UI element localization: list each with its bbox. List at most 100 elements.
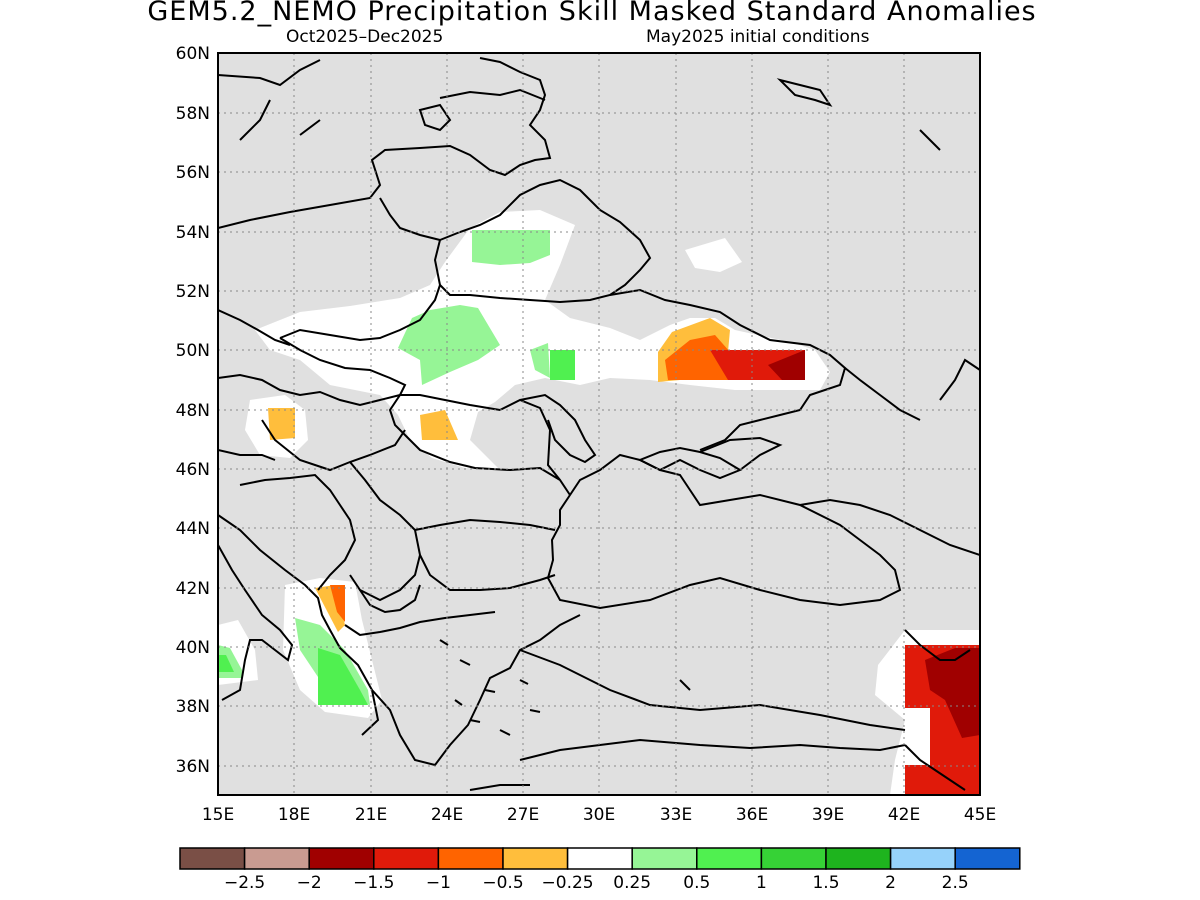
sea-of-azov (699, 436, 783, 471)
colorbar-swatch (566, 847, 633, 870)
anomaly-layer (218, 210, 980, 795)
lat-tick: 58N (176, 104, 210, 124)
border-slovakia-hungary (218, 337, 407, 407)
colorbar-swatch (243, 847, 310, 870)
lat-tick: 54N (176, 223, 210, 243)
sweden-coast (218, 59, 321, 141)
border-austria-slovenia (218, 449, 276, 461)
onega-ladoga-lakes (418, 78, 941, 151)
lat-axis: 60N 58N 56N 54N 52N 50N 48N 46N 44N 42N … (176, 44, 210, 777)
colorbar-label: 1 (756, 873, 767, 893)
colorbar-swatch (696, 847, 763, 870)
colorbar-label: 0.25 (613, 873, 651, 893)
border-north-macedonia (359, 584, 421, 614)
colorbar: −2.5 −2 −1.5 −1 −0.5 −0.25 0.25 0.5 1 1.5 2 2.5 (179, 847, 1021, 893)
colorbar-swatch (954, 847, 1021, 870)
turkey-south-coast (519, 738, 906, 761)
colorbar-swatch (760, 847, 827, 870)
aegean-islands (439, 639, 691, 736)
border-hungary-south (261, 419, 406, 472)
colorbar-swatch (825, 847, 892, 870)
lat-tick: 48N (176, 401, 210, 421)
colorbar-label: 1.5 (812, 873, 839, 893)
colorbar-label: 2 (885, 873, 896, 893)
lat-tick: 60N (176, 44, 210, 64)
black-sea-coast (546, 453, 902, 610)
border-bulgaria (414, 518, 556, 591)
lon-tick: 39E (812, 805, 844, 825)
colorbar-label: −1 (426, 873, 451, 893)
lat-tick: 38N (176, 697, 210, 717)
map-title: GEM5.2_NEMO Precipitation Skill Masked S… (147, 0, 1037, 27)
wet-anomaly-ukraine-small (530, 343, 550, 378)
lon-tick: 42E (888, 805, 920, 825)
caspian-coast (939, 358, 980, 401)
lon-tick: 33E (660, 805, 692, 825)
colorbar-label: −0.25 (542, 873, 594, 893)
lat-tick: 36N (176, 757, 210, 777)
initial-conditions: May2025 initial conditions (646, 27, 870, 47)
aegean-coast (371, 614, 906, 767)
border-poland-germany (218, 309, 291, 346)
wet-anomaly-belarus (472, 230, 550, 265)
graticule (218, 53, 980, 795)
border-caucasus (799, 498, 980, 556)
colorbar-swatch (502, 847, 569, 870)
border-croatia-bosnia (239, 473, 357, 591)
crete (469, 784, 530, 791)
boundaries (218, 57, 980, 791)
border-moldova (519, 393, 597, 464)
wet-anomaly-ukraine-west (398, 305, 500, 385)
lon-tick: 27E (507, 805, 539, 825)
lon-tick: 18E (278, 805, 310, 825)
dry-anomaly-east-turkey-dark (925, 648, 980, 738)
lon-tick: 36E (736, 805, 768, 825)
lat-tick: 52N (176, 282, 210, 302)
colorbar-swatch (179, 847, 246, 870)
colorbar-label: −2 (297, 873, 322, 893)
skill-region-central (255, 210, 830, 470)
dry-anomaly-hungary (268, 408, 295, 440)
colorbar-label: 0.5 (683, 873, 710, 893)
lon-tick: 30E (583, 805, 615, 825)
colorbar-swatch (631, 847, 698, 870)
lat-tick: 42N (176, 579, 210, 599)
lat-tick: 44N (176, 519, 210, 539)
colorbar-swatch (308, 847, 375, 870)
colorbar-swatch (889, 847, 956, 870)
baltic-coast (218, 57, 552, 229)
lon-tick: 21E (355, 805, 387, 825)
wet-anomaly-italy-core (218, 655, 234, 672)
wet-anomaly-ukraine-mid (550, 350, 575, 380)
lat-tick: 50N (176, 341, 210, 361)
colorbar-swatch (373, 847, 440, 870)
map-frame (217, 52, 981, 796)
lon-tick: 45E (964, 805, 996, 825)
lat-tick: 56N (176, 163, 210, 183)
border-russia-kazakh (844, 367, 921, 421)
dry-anomaly-romania (420, 410, 458, 440)
skill-region-ne (685, 238, 742, 272)
border-belarus (439, 178, 652, 304)
colorbar-swatch (437, 847, 504, 870)
colorbar-label: −1.5 (353, 873, 394, 893)
border-turkey-east (904, 629, 971, 791)
gulf-of-finland (439, 88, 546, 101)
wet-anomaly-ionian (318, 648, 368, 705)
border-poland (279, 197, 442, 342)
lat-tick: 40N (176, 638, 210, 658)
dry-anomaly-montenegro-core (330, 585, 345, 622)
forecast-period: Oct2025–Dec2025 (286, 27, 444, 47)
lat-tick: 46N (176, 460, 210, 480)
colorbar-label: 2.5 (942, 873, 969, 893)
colorbar-label: −0.5 (482, 873, 523, 893)
lon-tick: 15E (202, 805, 234, 825)
border-greece (344, 611, 496, 637)
lon-tick: 24E (431, 805, 463, 825)
colorbar-label: −2.5 (224, 873, 265, 893)
dry-anomaly-russia-core (768, 350, 805, 380)
italy-coast (218, 544, 294, 701)
border-ukraine (609, 288, 847, 451)
lon-axis: 15E 18E 21E 24E 27E 30E 33E 36E 39E 42E … (202, 805, 996, 825)
